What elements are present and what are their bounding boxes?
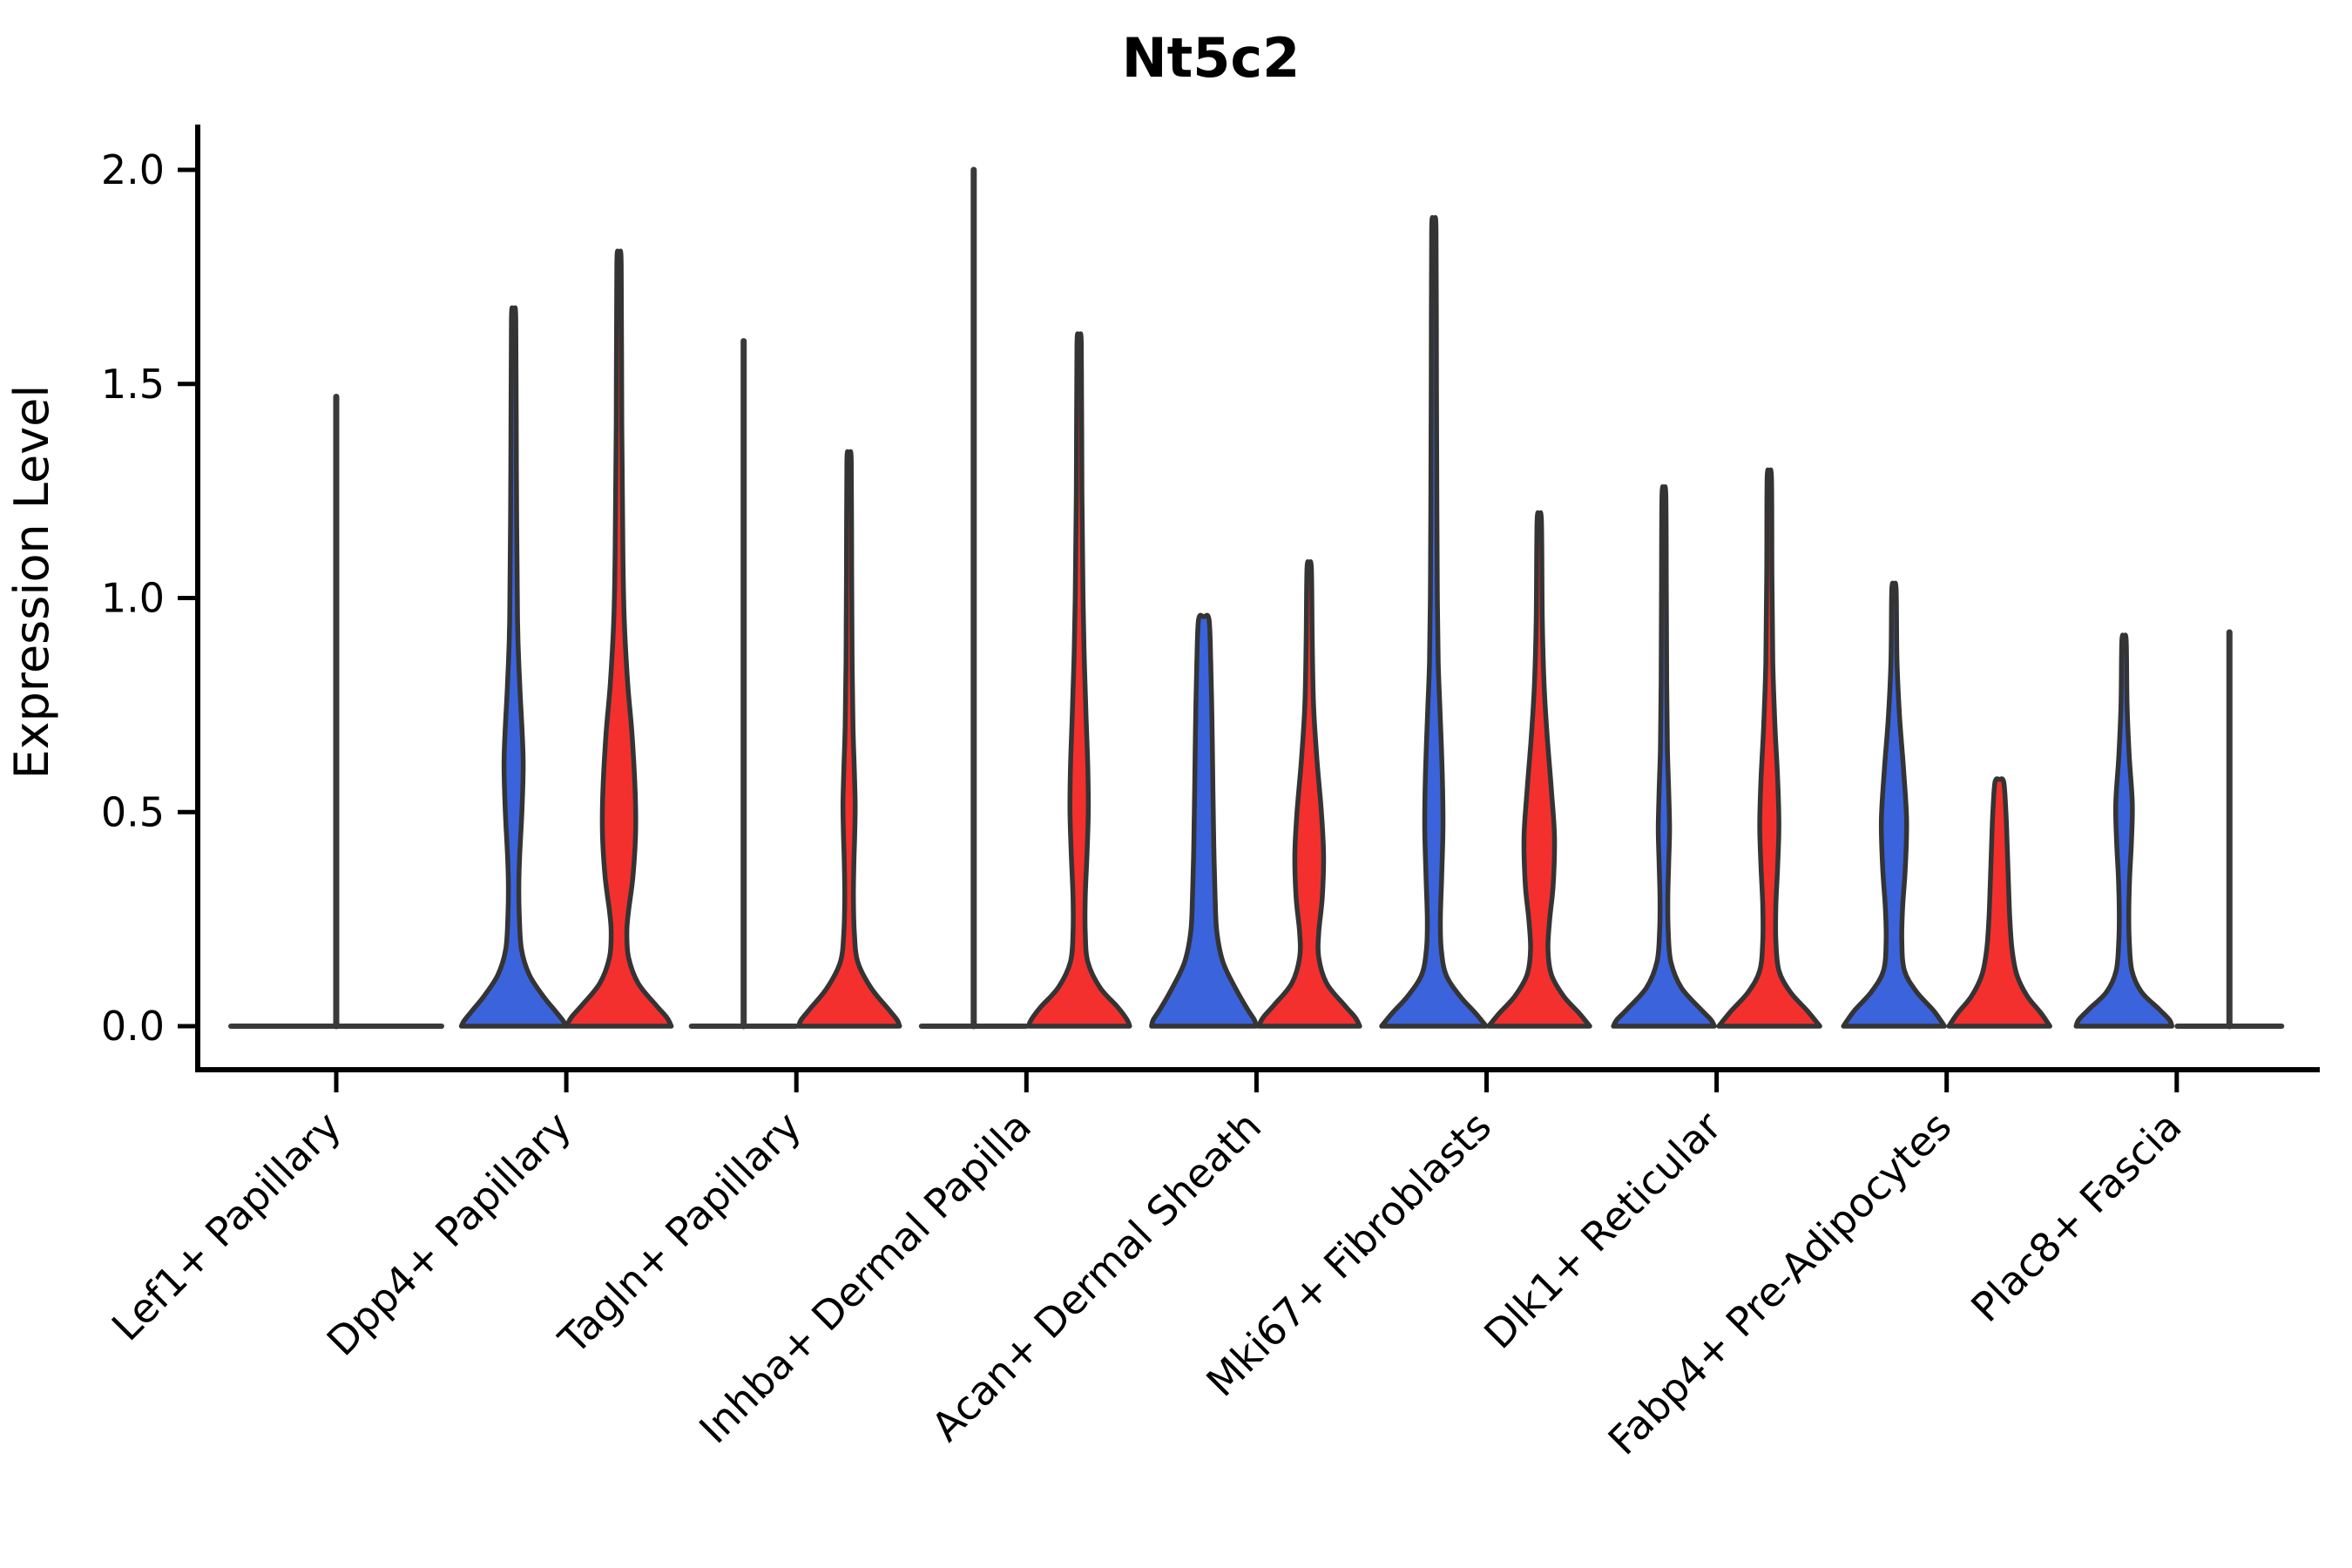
y-tick-label: 0.0 <box>101 1003 165 1050</box>
violin-7-red <box>1716 467 1822 1029</box>
violin-5-red <box>1256 559 1362 1029</box>
x-tick-label-2: Dpp4+ Papillary <box>318 1103 580 1365</box>
violins-layer <box>228 166 2285 1030</box>
violin-5-blue <box>1149 612 1259 1029</box>
violin-2-blue <box>458 305 569 1029</box>
x-tick-label-9: Plac8+ Fascia <box>1962 1103 2190 1331</box>
y-tick-label: 1.5 <box>101 361 165 408</box>
x-tick-label-3: Tagln+ Papillary <box>549 1103 810 1364</box>
y-tick-label: 0.5 <box>101 788 165 835</box>
violin-3-red <box>795 449 902 1029</box>
violin-6-blue <box>1379 214 1489 1029</box>
violin-6-red <box>1486 510 1592 1029</box>
violin-2-red <box>564 248 674 1029</box>
y-axis-label: Expression Level <box>4 385 59 780</box>
violin-7-blue <box>1611 483 1717 1029</box>
y-tick-label: 1.0 <box>101 575 165 622</box>
x-tick-label-7: Dlk1+ Reticular <box>1475 1103 1730 1358</box>
violin-8-red <box>1946 776 2052 1029</box>
violin-9-blue <box>2073 632 2175 1029</box>
chart-title: Nt5c2 <box>1122 26 1301 90</box>
y-tick-label: 2.0 <box>101 146 165 193</box>
violin-4-red <box>1026 331 1132 1029</box>
violin-8-blue <box>1841 580 1947 1029</box>
x-tick-label-1: Lef1+ Papillary <box>103 1103 350 1350</box>
